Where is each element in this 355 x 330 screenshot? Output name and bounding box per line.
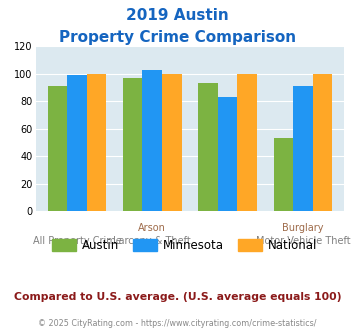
Bar bbox=[142, 70, 162, 211]
Text: Motor Vehicle Theft: Motor Vehicle Theft bbox=[256, 236, 350, 246]
Bar bbox=[313, 74, 332, 211]
Bar bbox=[123, 78, 142, 211]
Bar bbox=[198, 83, 218, 211]
Text: © 2025 CityRating.com - https://www.cityrating.com/crime-statistics/: © 2025 CityRating.com - https://www.city… bbox=[38, 319, 317, 328]
Bar bbox=[237, 74, 257, 211]
Bar bbox=[48, 86, 67, 211]
Text: Arson: Arson bbox=[138, 223, 166, 233]
Bar bbox=[274, 138, 293, 211]
Text: Larceny & Theft: Larceny & Theft bbox=[113, 236, 191, 246]
Text: Compared to U.S. average. (U.S. average equals 100): Compared to U.S. average. (U.S. average … bbox=[14, 292, 341, 302]
Bar bbox=[293, 86, 313, 211]
Bar bbox=[218, 97, 237, 211]
Text: All Property Crime: All Property Crime bbox=[33, 236, 121, 246]
Bar bbox=[162, 74, 182, 211]
Bar bbox=[67, 75, 87, 211]
Text: Burglary: Burglary bbox=[282, 223, 324, 233]
Legend: Austin, Minnesota, National: Austin, Minnesota, National bbox=[48, 234, 322, 256]
Text: 2019 Austin: 2019 Austin bbox=[126, 8, 229, 23]
Text: Property Crime Comparison: Property Crime Comparison bbox=[59, 30, 296, 45]
Bar bbox=[87, 74, 106, 211]
